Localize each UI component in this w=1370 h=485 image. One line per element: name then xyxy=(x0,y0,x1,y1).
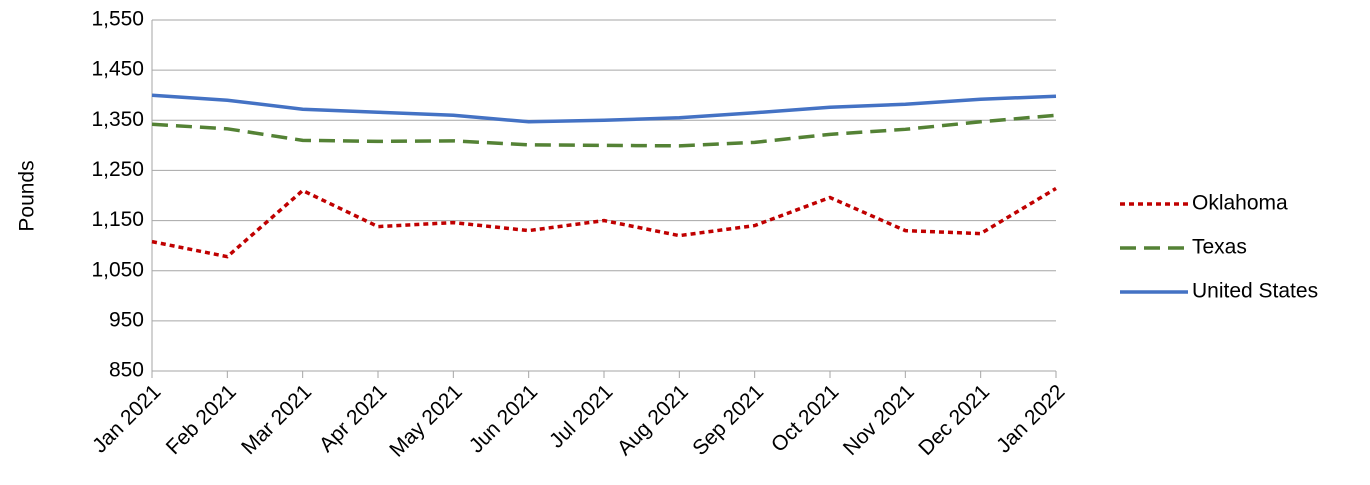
legend-label: Oklahoma xyxy=(1192,192,1288,215)
y-tick-label: 950 xyxy=(109,308,144,331)
y-tick-label: 1,150 xyxy=(91,208,144,231)
y-tick-label: 1,350 xyxy=(91,108,144,131)
x-tick-label: Jan 2021 xyxy=(88,380,165,457)
x-tick-label: Dec 2021 xyxy=(914,380,994,460)
x-tick-label: Apr 2021 xyxy=(315,380,392,457)
x-tick-label: Mar 2021 xyxy=(237,380,316,459)
y-tick-label: 1,050 xyxy=(91,258,144,281)
y-tick-label: 1,550 xyxy=(91,8,144,31)
series-line xyxy=(151,93,1057,124)
series-line xyxy=(151,186,1057,259)
x-tick-label: Aug 2021 xyxy=(613,380,693,460)
x-tick-label: Jan 2022 xyxy=(992,380,1069,457)
y-axis-label: Pounds xyxy=(16,160,39,231)
y-tick-label: 850 xyxy=(109,359,144,382)
legend-label: Texas xyxy=(1192,236,1247,259)
series-line xyxy=(151,113,1057,148)
x-tick-label: Jul 2021 xyxy=(545,380,617,452)
y-tick-label: 1,450 xyxy=(91,58,144,81)
x-tick-label: Nov 2021 xyxy=(839,380,919,460)
x-tick-label: Oct 2021 xyxy=(767,380,844,457)
x-tick-label: May 2021 xyxy=(385,380,466,461)
legend-label: United States xyxy=(1192,280,1318,303)
y-tick-label: 1,250 xyxy=(91,158,144,181)
x-tick-label: Jun 2021 xyxy=(465,380,542,457)
x-tick-label: Sep 2021 xyxy=(688,380,768,460)
x-tick-label: Feb 2021 xyxy=(162,380,241,459)
